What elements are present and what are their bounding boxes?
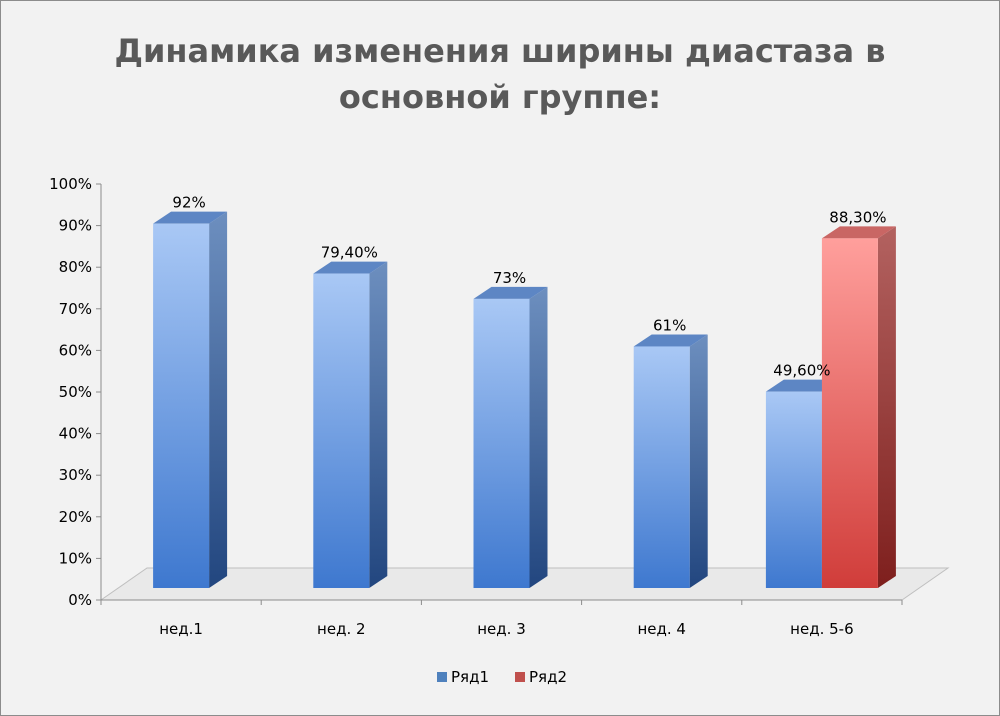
y-tick-label: 70%: [59, 300, 92, 318]
y-tick-label: 90%: [59, 217, 92, 235]
data-label: 61%: [653, 316, 686, 334]
x-tick-label: нед.1: [159, 620, 203, 638]
chart-title-line-1: Динамика изменения ширины диастаза в: [114, 32, 886, 70]
bar-1: [765, 391, 822, 588]
bar-2-side: [877, 226, 896, 588]
bar-1-top: [153, 211, 228, 224]
y-tick-label: 0%: [68, 591, 92, 609]
x-tick-label: нед. 2: [317, 620, 366, 638]
bar-2: [821, 238, 878, 588]
legend-swatch: [437, 672, 447, 682]
data-label: 88,30%: [829, 208, 886, 226]
bars: [153, 211, 896, 588]
x-tick-label: нед. 4: [637, 620, 686, 638]
data-label: 49,60%: [773, 362, 830, 380]
bar-1-top: [633, 334, 708, 347]
bar-1: [313, 273, 370, 588]
bar-1-top: [473, 286, 548, 299]
y-axis: 0% 10% 20% 30% 40% 50% 60% 70% 80% 90% 100%: [49, 175, 903, 609]
chart-title: Динамика изменения ширины диастаза в осн…: [0, 28, 1000, 120]
bar-1-side: [689, 334, 708, 588]
x-tick-label: нед. 5-6: [790, 620, 853, 638]
legend: Ряд1 Ряд2: [437, 668, 567, 686]
data-label: 73%: [493, 269, 526, 287]
y-tick-label: 20%: [59, 508, 92, 526]
legend-label: Ряд2: [529, 668, 567, 686]
bar-1: [153, 223, 210, 588]
bar-1-top: [765, 379, 840, 392]
y-tick-label: 30%: [59, 466, 92, 484]
y-tick-label: 80%: [59, 258, 92, 276]
y-tick-label: 40%: [59, 425, 92, 443]
y-tick-label: 60%: [59, 341, 92, 359]
bar-1: [633, 346, 690, 588]
bar-2-top: [821, 226, 896, 239]
bar-1-top: [313, 261, 388, 274]
x-tick-label: нед. 3: [477, 620, 526, 638]
y-tick-label: 10%: [59, 549, 92, 567]
data-label: 79,40%: [321, 244, 378, 262]
bar-1-side: [529, 286, 548, 588]
data-labels: 92% 79,40% 73% 61% 49,60% 88,30%: [172, 194, 886, 380]
chart-title-line-2: основной группе:: [338, 78, 662, 116]
legend-swatch: [515, 672, 525, 682]
x-axis: нед.1 нед. 2 нед. 3 нед. 4 нед. 5-6: [159, 620, 853, 638]
bar-1-side: [369, 261, 388, 588]
bar-1-side: [209, 211, 228, 588]
data-label: 92%: [172, 194, 205, 212]
legend-label: Ряд1: [451, 668, 489, 686]
y-tick-label: 100%: [49, 175, 92, 193]
bar-1: [473, 298, 530, 588]
y-tick-label: 50%: [59, 383, 92, 401]
